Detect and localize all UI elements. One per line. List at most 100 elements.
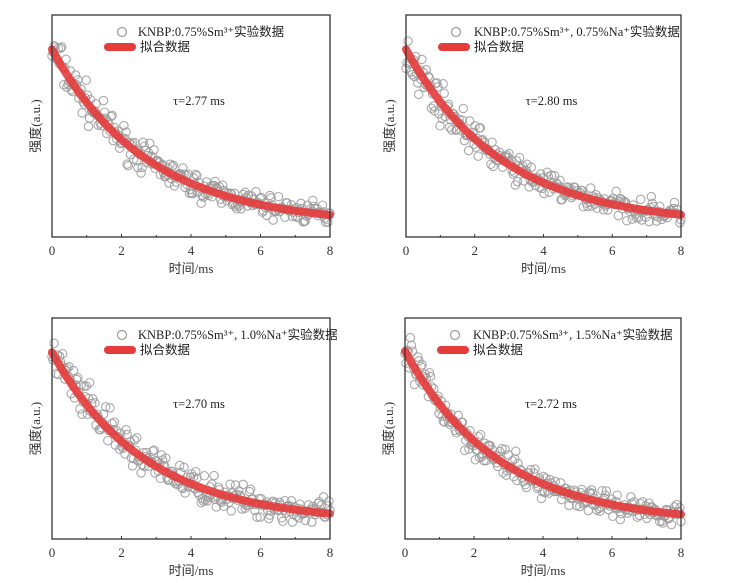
data-point bbox=[500, 444, 510, 455]
data-point bbox=[611, 186, 621, 197]
data-point bbox=[119, 120, 129, 131]
data-point bbox=[136, 468, 146, 478]
x-axis-label: 时间/ms bbox=[521, 563, 566, 578]
data-point bbox=[446, 125, 457, 135]
legend-label-data: KNBP:0.75%Sm³⁺, 1.5%Na⁺实验数据 bbox=[473, 327, 673, 342]
data-point bbox=[435, 121, 445, 131]
data-point bbox=[49, 338, 59, 349]
x-tick-label: 4 bbox=[540, 545, 547, 560]
data-point bbox=[148, 446, 158, 456]
data-point bbox=[81, 381, 92, 391]
x-tick-label: 6 bbox=[257, 545, 264, 560]
x-tick-label: 0 bbox=[403, 243, 410, 258]
legend-marker-data bbox=[450, 26, 462, 38]
data-point bbox=[231, 204, 242, 214]
data-point bbox=[464, 116, 475, 126]
data-point bbox=[98, 95, 109, 106]
x-tick-label: 0 bbox=[49, 243, 56, 258]
data-point bbox=[55, 43, 66, 53]
data-point bbox=[90, 398, 100, 408]
data-point bbox=[635, 194, 646, 205]
data-point bbox=[273, 191, 284, 202]
data-point bbox=[546, 170, 557, 181]
y-axis-label: 强度(a.u.) bbox=[381, 402, 396, 455]
data-point bbox=[405, 332, 416, 343]
x-tick-label: 4 bbox=[540, 243, 547, 258]
legend-label-data: KNBP:0.75%Sm³⁺, 0.75%Na⁺实验数据 bbox=[474, 24, 680, 39]
data-point bbox=[266, 193, 276, 203]
fit-curve bbox=[401, 347, 685, 519]
data-point bbox=[245, 484, 256, 495]
data-point bbox=[666, 519, 677, 530]
x-tick-label: 0 bbox=[402, 545, 409, 560]
x-tick-label: 2 bbox=[118, 545, 125, 560]
data-point bbox=[225, 479, 235, 490]
data-point bbox=[627, 214, 637, 225]
data-point bbox=[191, 466, 201, 477]
y-axis-label: 强度(a.u.) bbox=[28, 402, 43, 455]
data-point bbox=[106, 111, 116, 122]
data-point bbox=[501, 470, 511, 480]
data-point bbox=[103, 435, 113, 446]
x-tick-label: 8 bbox=[678, 243, 685, 258]
data-point bbox=[57, 349, 68, 359]
x-tick-label: 6 bbox=[609, 243, 616, 258]
tau-annotation: τ=2.70 ms bbox=[173, 397, 225, 411]
data-point bbox=[298, 217, 308, 227]
data-point bbox=[438, 79, 448, 89]
data-point bbox=[149, 145, 159, 155]
data-point bbox=[132, 433, 142, 443]
x-axis-label: 时间/ms bbox=[521, 261, 566, 276]
legend-label-fit: 拟合数据 bbox=[473, 342, 523, 357]
data-point bbox=[238, 479, 248, 490]
data-point bbox=[601, 486, 612, 496]
data-point bbox=[317, 200, 328, 210]
data-point bbox=[622, 216, 632, 226]
data-point bbox=[180, 488, 190, 498]
data-point bbox=[164, 178, 174, 188]
data-point bbox=[129, 435, 140, 445]
y-axis-label: 强度(a.u.) bbox=[28, 99, 43, 152]
x-tick-label: 2 bbox=[118, 243, 125, 258]
data-point bbox=[123, 161, 133, 171]
data-point bbox=[539, 188, 549, 199]
data-point bbox=[81, 75, 92, 86]
data-point bbox=[209, 470, 219, 481]
data-point bbox=[226, 506, 237, 516]
data-point bbox=[187, 188, 198, 199]
data-point bbox=[114, 143, 125, 153]
data-point bbox=[403, 36, 413, 46]
data-point bbox=[199, 471, 210, 481]
legend-marker-data bbox=[116, 329, 128, 341]
data-point bbox=[234, 486, 244, 496]
x-tick-label: 4 bbox=[188, 545, 195, 560]
data-point bbox=[107, 110, 117, 121]
data-point bbox=[139, 141, 150, 152]
data-point bbox=[109, 417, 120, 427]
data-point bbox=[511, 446, 521, 457]
data-point bbox=[236, 204, 246, 214]
data-point bbox=[68, 365, 79, 376]
data-point bbox=[133, 163, 143, 173]
data-point bbox=[136, 168, 146, 178]
data-point bbox=[252, 512, 262, 522]
experimental-data-series bbox=[47, 338, 335, 527]
data-point bbox=[417, 54, 427, 65]
data-point bbox=[278, 516, 288, 527]
data-point bbox=[307, 517, 317, 527]
data-point bbox=[59, 80, 69, 90]
data-point bbox=[512, 475, 522, 486]
data-point bbox=[268, 215, 278, 225]
data-point bbox=[179, 462, 189, 473]
data-point bbox=[174, 460, 185, 471]
legend-marker-data bbox=[449, 329, 461, 341]
data-point bbox=[669, 197, 680, 208]
data-point bbox=[556, 494, 567, 505]
x-tick-label: 6 bbox=[609, 545, 616, 560]
chart-panel-1: 0 2 4 6 8 时间/ms 强度(a.u.) KNBP:0.75%Sm³⁺实验数据拟合数据… bbox=[28, 14, 335, 276]
data-point bbox=[196, 198, 206, 209]
data-point bbox=[413, 89, 424, 100]
experimental-data-series bbox=[47, 41, 335, 228]
tau-annotation: τ=2.80 ms bbox=[526, 94, 578, 108]
data-point bbox=[475, 429, 486, 440]
